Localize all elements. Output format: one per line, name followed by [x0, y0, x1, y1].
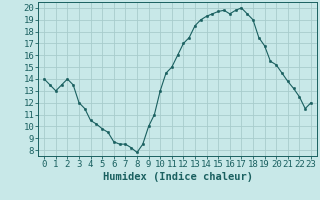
- X-axis label: Humidex (Indice chaleur): Humidex (Indice chaleur): [103, 172, 252, 182]
